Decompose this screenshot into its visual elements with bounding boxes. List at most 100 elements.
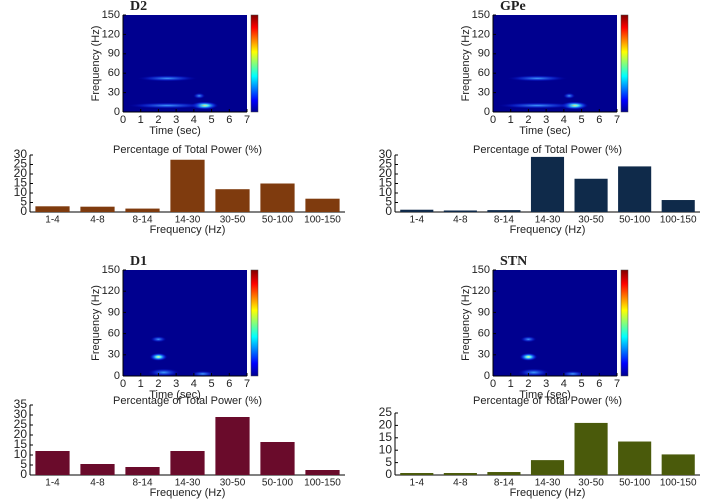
- bar: [443, 473, 477, 475]
- y-tick-label: 30: [14, 147, 28, 161]
- bar: [260, 442, 295, 475]
- chart-title: D2: [130, 0, 147, 14]
- y-tick-label: 30: [14, 407, 28, 421]
- x-tick-label: 1-4: [410, 215, 425, 226]
- x-tick-label: 2: [155, 378, 161, 390]
- x-tick-label: 7: [244, 378, 250, 390]
- y-tick-label: 20: [379, 166, 393, 180]
- x-tick-label: 2: [525, 378, 531, 390]
- spectral-peak: [137, 75, 198, 82]
- bar: [487, 472, 521, 475]
- bar: [661, 200, 695, 212]
- bar: [574, 422, 608, 475]
- x-tick-label: 7: [244, 114, 250, 126]
- y-tick-label: 25: [379, 157, 393, 171]
- y-tick-label: 120: [472, 28, 490, 40]
- x-axis-label: Time (sec): [149, 389, 201, 401]
- y-axis-label: Frequency (Hz): [90, 26, 102, 102]
- y-tick-label: 20: [14, 166, 28, 180]
- y-tick-label: 10: [379, 442, 393, 456]
- x-tick-label: 8-14: [132, 478, 152, 489]
- y-tick-label: 10: [379, 185, 393, 199]
- y-tick-label: 15: [14, 176, 28, 190]
- x-tick-label: 30-50: [578, 215, 604, 226]
- x-tick-label: 4-8: [453, 215, 468, 226]
- bar: [661, 454, 695, 475]
- bar: [260, 183, 295, 212]
- x-tick-label: 1: [508, 114, 514, 126]
- spectral-peak: [149, 352, 168, 361]
- y-tick-label: 20: [14, 427, 28, 441]
- y-tick-label: 120: [472, 285, 490, 297]
- y-tick-label: 90: [478, 306, 490, 318]
- bar: [443, 210, 477, 212]
- spectrogram: [123, 15, 247, 112]
- spectral-peak: [563, 92, 576, 99]
- x-tick-label: 6: [596, 378, 602, 390]
- x-tick-label: 0: [490, 114, 496, 126]
- spectral-peak: [519, 352, 538, 361]
- y-tick-label: 0: [385, 467, 392, 481]
- y-tick-label: 60: [108, 328, 120, 340]
- spectral-peak: [520, 336, 537, 343]
- x-tick-label: 8-14: [494, 215, 514, 226]
- y-tick-label: 30: [379, 147, 393, 161]
- y-tick-label: 0: [385, 204, 392, 218]
- x-tick-label: 50-100: [262, 478, 294, 489]
- x-tick-label: 5: [209, 378, 215, 390]
- bar: [618, 441, 652, 475]
- x-tick-label: 4-8: [90, 215, 105, 226]
- y-tick-label: 120: [102, 28, 120, 40]
- x-tick-label: 7: [614, 378, 620, 390]
- y-tick-label: 25: [14, 417, 28, 431]
- x-tick-label: 3: [173, 378, 179, 390]
- x-tick-label: 30-50: [578, 478, 604, 489]
- y-tick-label: 120: [102, 285, 120, 297]
- y-tick-label: 25: [379, 405, 393, 419]
- y-axis-label: Frequency (Hz): [90, 285, 102, 361]
- x-tick-label: 4: [191, 378, 197, 390]
- x-tick-label: 5: [579, 378, 585, 390]
- spectral-peak: [193, 92, 206, 99]
- bar: [574, 178, 608, 212]
- colorbar: [620, 14, 629, 113]
- x-tick-label: 2: [525, 114, 531, 126]
- y-tick-label: 90: [108, 48, 120, 60]
- x-axis-label: Time (sec): [149, 125, 201, 137]
- y-tick-label: 60: [108, 67, 120, 79]
- y-tick-label: 60: [478, 67, 490, 79]
- x-tick-label: 0: [490, 378, 496, 390]
- x-tick-label: 100-150: [304, 478, 341, 489]
- x-tick-label: 6: [226, 378, 232, 390]
- y-tick-label: 150: [472, 9, 490, 21]
- x-tick-label: 6: [226, 114, 232, 126]
- bar: [170, 451, 205, 475]
- bar: [80, 464, 115, 475]
- x-tick-label: 1-4: [410, 478, 425, 489]
- x-tick-label: 14-30: [175, 215, 201, 226]
- y-tick-label: 0: [20, 204, 27, 218]
- bar: [215, 417, 250, 475]
- x-tick-label: 4: [561, 114, 567, 126]
- y-tick-label: 0: [484, 370, 490, 382]
- spectrogram: [493, 15, 617, 112]
- x-tick-label: 30-50: [220, 215, 246, 226]
- bar: [125, 208, 160, 212]
- spectral-peak: [560, 370, 585, 377]
- bar: [80, 206, 115, 212]
- x-tick-label: 7: [614, 114, 620, 126]
- x-tick-label: 1-4: [45, 215, 60, 226]
- spectrogram: [493, 270, 617, 376]
- y-tick-label: 150: [102, 9, 120, 21]
- y-tick-label: 20: [379, 418, 393, 432]
- bar: [215, 189, 250, 212]
- chart-title: Percentage of Total Power (%): [473, 395, 622, 407]
- bar: [35, 451, 70, 475]
- x-axis-label: Frequency (Hz): [510, 224, 586, 236]
- spectral-peak: [127, 102, 208, 109]
- y-tick-label: 5: [20, 457, 27, 471]
- spectral-peak: [517, 368, 550, 377]
- y-tick-label: 15: [379, 430, 393, 444]
- chart-title: GPe: [500, 0, 526, 14]
- x-tick-label: 5: [579, 114, 585, 126]
